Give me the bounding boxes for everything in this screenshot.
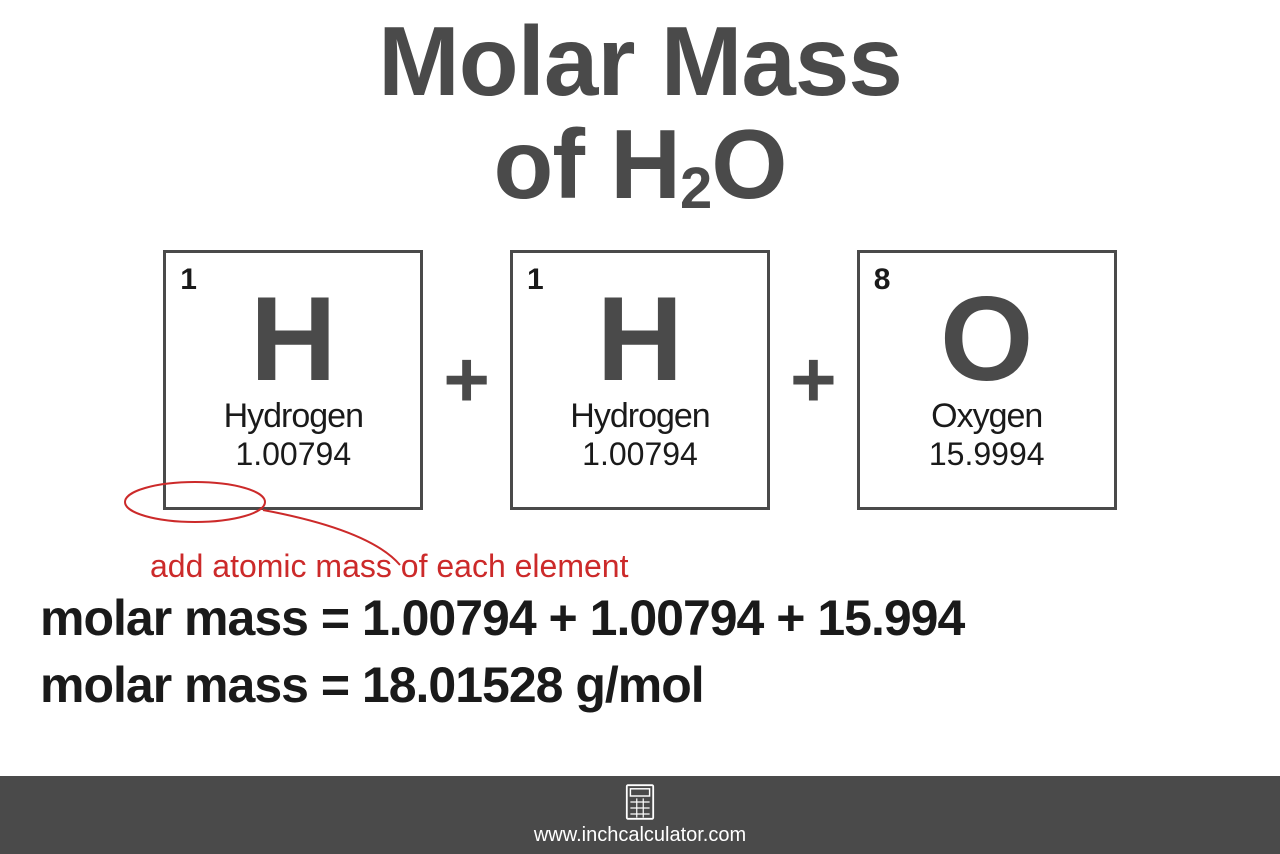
title-line-1: Molar Mass bbox=[0, 10, 1280, 113]
footer-url: www.inchcalculator.com bbox=[534, 824, 746, 847]
element-symbol: H bbox=[250, 279, 337, 399]
plus-sign: + bbox=[790, 334, 837, 426]
atomic-number: 1 bbox=[180, 263, 197, 297]
equations-block: molar mass = 1.00794 + 1.00794 + 15.994 … bbox=[0, 585, 1280, 720]
footer-bar: www.inchcalculator.com bbox=[0, 776, 1280, 854]
element-tile-hydrogen-1: 1 H Hydrogen 1.00794 bbox=[163, 250, 423, 510]
atomic-number: 8 bbox=[874, 263, 891, 297]
title-prefix: of H bbox=[494, 109, 681, 219]
annotation-text: add atomic mass of each element bbox=[150, 548, 628, 585]
element-symbol: O bbox=[940, 279, 1033, 399]
element-name: Hydrogen bbox=[224, 397, 363, 436]
element-symbol: H bbox=[597, 279, 684, 399]
element-tile-oxygen: 8 O Oxygen 15.9994 bbox=[857, 250, 1117, 510]
atomic-number: 1 bbox=[527, 263, 544, 297]
elements-row: 1 H Hydrogen 1.00794 + 1 H Hydrogen 1.00… bbox=[0, 250, 1280, 510]
atomic-mass: 1.00794 bbox=[582, 436, 698, 473]
title-line-2: of H2O bbox=[0, 113, 1280, 220]
atomic-mass: 1.00794 bbox=[235, 436, 351, 473]
calculator-icon bbox=[625, 784, 655, 820]
page-title: Molar Mass of H2O bbox=[0, 0, 1280, 220]
element-name: Oxygen bbox=[931, 397, 1042, 436]
title-subscript: 2 bbox=[680, 156, 711, 221]
element-tile-hydrogen-2: 1 H Hydrogen 1.00794 bbox=[510, 250, 770, 510]
plus-sign: + bbox=[443, 334, 490, 426]
atomic-mass: 15.9994 bbox=[929, 436, 1045, 473]
title-suffix: O bbox=[711, 109, 786, 219]
equation-line-1: molar mass = 1.00794 + 1.00794 + 15.994 bbox=[40, 585, 1280, 653]
equation-line-2: molar mass = 18.01528 g/mol bbox=[40, 652, 1280, 720]
element-name: Hydrogen bbox=[570, 397, 709, 436]
